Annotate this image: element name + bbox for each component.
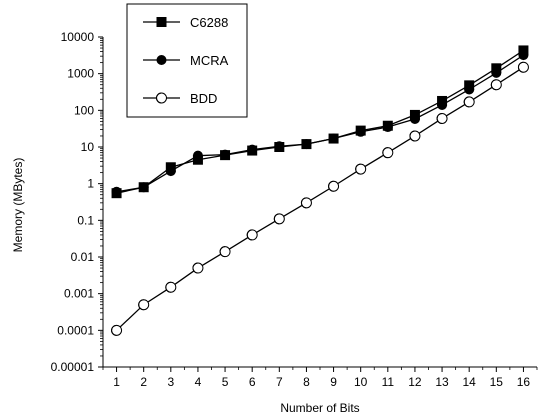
data-point-mcra <box>491 67 502 78</box>
series-mcra <box>111 50 529 197</box>
data-point-bdd <box>192 262 204 274</box>
data-point-bdd <box>382 147 394 159</box>
x-tick-label: 9 <box>330 375 337 389</box>
data-point-mcra <box>274 141 285 152</box>
open-circle-half <box>273 213 280 225</box>
data-point-bdd <box>219 246 231 258</box>
data-point-mcra <box>165 166 176 177</box>
y-tick-label: 0.00001 <box>51 360 95 374</box>
legend: C6288 MCRA BDD <box>126 3 248 118</box>
legend-marker-c6288 <box>156 17 167 27</box>
y-axis-title: Memory (MBytes) <box>11 158 25 253</box>
x-tick-label: 4 <box>195 375 202 389</box>
y-tick-label: 0.01 <box>71 250 95 264</box>
x-tick-label: 3 <box>167 375 174 389</box>
x-tick-label: 15 <box>490 375 504 389</box>
data-point-mcra <box>464 84 475 95</box>
data-point-bdd <box>517 61 529 73</box>
legend-marker-mcra <box>156 55 167 65</box>
x-tick-label: 2 <box>140 375 147 389</box>
open-circle-half <box>490 79 497 91</box>
x-tick-label: 5 <box>222 375 229 389</box>
open-circle-half <box>301 197 307 209</box>
series-layer <box>111 45 529 336</box>
x-tick-label: 16 <box>517 375 531 389</box>
y-tick-label: 1000 <box>67 67 94 81</box>
y-tick-label: 100 <box>74 103 94 117</box>
x-tick-label: 13 <box>435 375 449 389</box>
y-tick-label: 10000 <box>61 30 95 44</box>
open-circle-half <box>436 112 443 124</box>
open-circle-half <box>165 281 171 293</box>
data-point-bdd <box>273 213 285 225</box>
data-point-mcra <box>138 182 149 193</box>
data-point-bdd <box>409 130 421 142</box>
data-point-mcra <box>355 126 366 137</box>
series-line-bdd <box>116 66 524 331</box>
open-circle-half <box>111 324 117 336</box>
x-tick-label: 14 <box>463 375 477 389</box>
data-point-bdd <box>300 197 312 209</box>
legend-label-c6288: C6288 <box>190 15 228 30</box>
open-circle-half <box>409 130 416 142</box>
data-point-bdd <box>355 163 367 175</box>
open-circle-half <box>518 61 524 73</box>
x-tick-label: 7 <box>276 375 283 389</box>
y-tick-label: 1 <box>87 177 94 191</box>
data-point-bdd <box>246 229 258 241</box>
data-point-bdd <box>138 299 150 311</box>
data-point-bdd <box>328 180 340 192</box>
x-tick-label: 12 <box>408 375 422 389</box>
data-point-mcra <box>220 149 231 160</box>
data-point-bdd <box>111 324 123 336</box>
open-circle-half <box>246 229 253 241</box>
data-point-mcra <box>301 139 312 150</box>
x-tick-label: 1 <box>113 375 120 389</box>
data-point-mcra <box>437 99 448 110</box>
open-circle-half <box>138 299 144 311</box>
data-point-mcra <box>192 150 203 161</box>
open-circle-half <box>463 96 470 108</box>
series-bdd <box>111 61 529 336</box>
open-circle-half <box>156 92 162 104</box>
data-point-mcra <box>382 122 393 133</box>
data-point-mcra <box>409 114 420 125</box>
legend-label-bdd: BDD <box>190 91 217 106</box>
x-tick-label: 11 <box>382 375 395 389</box>
y-tick-label: 0.0001 <box>57 323 94 337</box>
x-axis-title: Number of Bits <box>280 401 359 415</box>
data-point-mcra <box>518 50 529 61</box>
data-point-bdd <box>436 112 448 124</box>
data-point-bdd <box>463 96 475 108</box>
open-circle-half <box>192 262 199 274</box>
x-tick-label: 10 <box>354 375 368 389</box>
data-point-mcra <box>328 133 339 144</box>
x-tick-label: 6 <box>249 375 256 389</box>
data-point-mcra <box>247 144 258 155</box>
legend-label-mcra: MCRA <box>190 53 229 68</box>
x-tick-label: 8 <box>303 375 310 389</box>
open-circle-half <box>355 163 361 175</box>
data-point-bdd <box>490 79 502 91</box>
open-circle-half <box>382 147 388 159</box>
data-point-bdd <box>165 281 177 293</box>
y-tick-label: 0.001 <box>64 287 94 301</box>
open-circle-half <box>219 246 226 258</box>
y-tick-label: 0.1 <box>77 213 94 227</box>
legend-marker-bdd <box>156 92 167 104</box>
axes: 10000 1000 100 10 1 0.1 0.01 0.001 0.0001 0.00001… <box>51 30 538 389</box>
series-line-mcra <box>116 54 524 193</box>
data-point-mcra <box>111 186 122 197</box>
open-circle-half <box>328 180 334 192</box>
y-tick-label: 10 <box>81 140 95 154</box>
